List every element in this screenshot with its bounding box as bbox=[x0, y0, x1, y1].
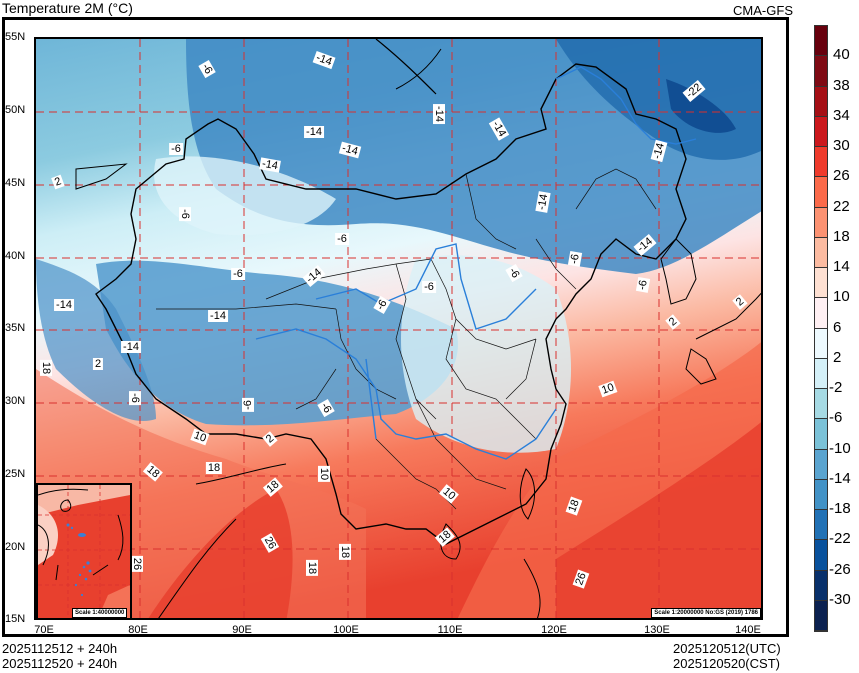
colorbar-bin bbox=[815, 268, 827, 299]
map-scale-label: Scale 1:20000000 No:GS (2019) 1786 bbox=[651, 608, 761, 618]
lat-label-25n: 25N bbox=[5, 468, 26, 480]
south-china-sea-inset: Scale 1:40000000 bbox=[36, 483, 132, 618]
lat-label-45n: 45N bbox=[5, 177, 26, 189]
colorbar-tick-label: -10 bbox=[829, 439, 851, 457]
contour-label: -6 bbox=[635, 277, 651, 293]
colorbar-tick-label: 2 bbox=[833, 348, 842, 366]
colorbar-tick-label: -26 bbox=[829, 560, 851, 578]
colorbar-tick-label: 14 bbox=[833, 258, 850, 275]
contour-label: -14 bbox=[304, 126, 324, 138]
colorbar-bin bbox=[815, 358, 827, 389]
contour-label: -14 bbox=[54, 299, 74, 311]
valid-time-cst: 2025120520(CST) bbox=[673, 656, 780, 671]
contour-label: -14 bbox=[208, 310, 228, 322]
lat-label-55n: 55N bbox=[5, 31, 26, 43]
colorbar-bin bbox=[815, 237, 827, 268]
init-time-utc: 2025112512 + 240h bbox=[2, 641, 118, 656]
init-time-cst: 2025112520 + 240h bbox=[2, 656, 118, 671]
colorbar-bin bbox=[815, 479, 827, 510]
colorbar-bin bbox=[815, 600, 827, 631]
temperature-field bbox=[36, 39, 761, 618]
colorbar-bin bbox=[815, 207, 827, 238]
contour-label: 2 bbox=[92, 358, 104, 370]
colorbar-tick-label: -2 bbox=[829, 379, 843, 396]
lat-label-35n: 35N bbox=[5, 322, 26, 334]
contour-label: -6 bbox=[231, 268, 245, 280]
contour-label: 18 bbox=[339, 543, 351, 561]
contour-label: -6 bbox=[179, 207, 191, 221]
lon-label-100e: 100E bbox=[333, 624, 359, 636]
model-name: CMA-GFS bbox=[733, 3, 793, 18]
inset-map bbox=[38, 485, 130, 618]
colorbar-bin bbox=[815, 116, 827, 147]
colorbar-bin bbox=[815, 328, 827, 359]
contour-label: 18 bbox=[306, 559, 318, 577]
colorbar-tick-label: 34 bbox=[833, 106, 850, 124]
colorbar-bin bbox=[815, 449, 827, 480]
lat-label-50n: 50N bbox=[5, 104, 26, 116]
colorbar-tick-label: 22 bbox=[833, 197, 850, 215]
colorbar-bin bbox=[815, 389, 827, 420]
lon-label-130e: 130E bbox=[644, 624, 670, 636]
colorbar-bin bbox=[815, 147, 827, 178]
colorbar bbox=[814, 25, 828, 632]
colorbar-bin bbox=[815, 56, 827, 87]
colorbar-tick-label: -14 bbox=[829, 469, 851, 487]
contour-label: -14 bbox=[121, 341, 141, 353]
colorbar-tick-label: -22 bbox=[829, 530, 851, 548]
graticule bbox=[36, 39, 761, 618]
colorbar-tick-label: 40 bbox=[833, 46, 850, 64]
lat-label-15n: 15N bbox=[5, 613, 26, 625]
contour-label: 10 bbox=[318, 465, 330, 483]
colorbar-tick-label: 10 bbox=[833, 288, 850, 306]
lon-label-140e: 140E bbox=[735, 624, 761, 636]
contour-label: -6 bbox=[129, 391, 141, 405]
colorbar-bin bbox=[815, 570, 827, 601]
valid-time-utc: 2025120512(UTC) bbox=[673, 641, 781, 656]
colorbar-tick-label: 38 bbox=[833, 76, 850, 94]
colorbar-tick-label: -30 bbox=[829, 590, 851, 608]
lat-label-20n: 20N bbox=[5, 541, 26, 553]
lon-label-80e: 80E bbox=[128, 624, 148, 636]
colorbar-bin bbox=[815, 86, 827, 117]
colorbar-tick-label: -18 bbox=[829, 500, 851, 517]
colorbar-bin bbox=[815, 540, 827, 571]
contour-label: -6 bbox=[567, 251, 583, 267]
contour-label: 18 bbox=[40, 359, 52, 377]
lon-label-110e: 110E bbox=[437, 624, 463, 636]
colorbar-tick-label: 6 bbox=[833, 318, 842, 336]
temperature-map[interactable]: -6 -14 -14 -14 -14 -6 2 -6 -14 -14 -22 -14 -14 -14 -6-… bbox=[34, 37, 763, 620]
inset-scale-label: Scale 1:40000000 bbox=[72, 608, 128, 618]
colorbar-bin bbox=[815, 26, 827, 57]
lon-label-120e: 120E bbox=[541, 624, 567, 636]
lat-label-40n: 40N bbox=[5, 250, 26, 262]
colorbar-tick-label: -6 bbox=[829, 409, 843, 427]
colorbar-bin bbox=[815, 419, 827, 450]
contour-label: 18 bbox=[205, 462, 223, 474]
contour-label: -6 bbox=[422, 281, 436, 293]
colorbar-tick-label: 26 bbox=[833, 167, 850, 185]
colorbar-bin bbox=[815, 177, 827, 208]
contour-label: -14 bbox=[433, 104, 445, 124]
lon-label-70e: 70E bbox=[34, 624, 54, 636]
contour-label: 26 bbox=[131, 555, 143, 573]
colorbar-tick-label: 18 bbox=[833, 227, 850, 245]
contour-label: -6 bbox=[335, 233, 349, 245]
colorbar-bin bbox=[815, 510, 827, 541]
contour-label: -6 bbox=[242, 398, 254, 412]
chart-title: Temperature 2M (°C) bbox=[2, 0, 133, 16]
contour-label: -6 bbox=[169, 143, 183, 155]
lon-label-90e: 90E bbox=[232, 624, 252, 636]
colorbar-tick-label: 30 bbox=[833, 137, 850, 154]
colorbar-bin bbox=[815, 298, 827, 329]
lat-label-30n: 30N bbox=[5, 395, 26, 407]
